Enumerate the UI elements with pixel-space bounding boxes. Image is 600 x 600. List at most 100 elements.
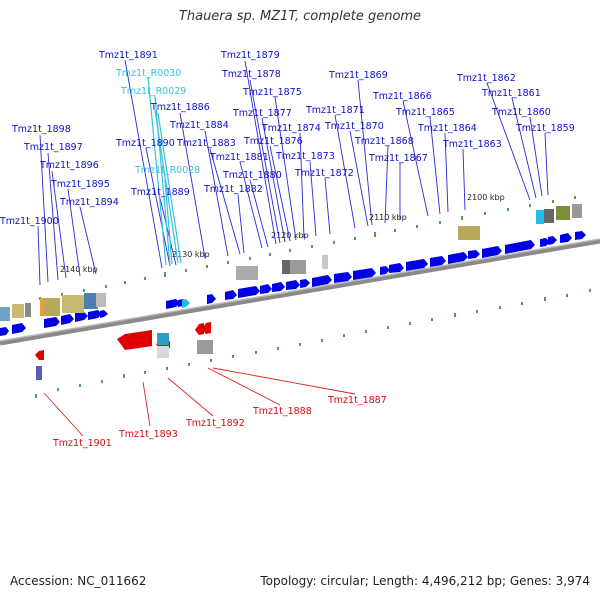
map-title: Thauera sp. MZ1T, complete genome [178,9,422,24]
inner-tick-row [35,289,591,398]
gene-label: Tmz1t_1860 [491,107,551,118]
forward-gene [272,282,285,292]
genome-backbone [0,238,600,346]
gene-label: Tmz1t_1890 [115,138,175,149]
reverse-feature-blocks [36,333,213,380]
forward-gene [61,314,74,325]
forward-gene [44,317,60,328]
gene-label: Tmz1t_1870 [324,121,384,132]
gene-label: Tmz1t_1867 [368,153,428,164]
scale-label-2110: 2110 kbp [369,213,407,222]
reverse-gene [195,323,204,335]
reverse-gene [117,330,152,350]
forward-gene [100,310,108,318]
gene-label: Tmz1t_1887 [327,395,387,406]
forward-labels: Tmz1t_1900 Tmz1t_1898 Tmz1t_1897 Tmz1t_1… [0,50,575,227]
forward-gene [75,312,88,322]
forward-gene [312,275,332,287]
forward-leader-lines [37,59,549,286]
scale-label-2130: 2130 kbp [172,250,210,259]
gene-label: Tmz1t_1900 [0,216,59,227]
forward-gene [448,252,468,264]
forward-gene [406,259,428,271]
gene-label: Tmz1t_1888 [252,406,312,417]
gene-label: Tmz1t_1891 [98,50,158,61]
forward-gene [482,246,502,258]
gene-label: Tmz1t_1875 [242,87,302,98]
gene-label: Tmz1t_1874 [261,123,321,134]
forward-gene [260,284,272,294]
forward-gene [166,299,180,309]
gene-label: Tmz1t_1878 [221,69,281,80]
reverse-genes [35,322,211,360]
forward-gene [389,263,404,273]
rna-label: Tmz1t_R0030 [115,68,181,79]
reverse-leader-lines [43,367,356,437]
gene-label: Tmz1t_1894 [59,197,119,208]
gene-label: Tmz1t_1898 [11,124,71,135]
rna-label: Tmz1t_R0029 [120,86,186,97]
gene-label: Tmz1t_1868 [354,136,414,147]
gene-label: Tmz1t_1869 [328,70,388,81]
gene-label: Tmz1t_1863 [442,139,502,150]
outer-tick-row [39,196,576,300]
gene-label: Tmz1t_1893 [118,429,178,440]
accession-text: Accession: NC_011662 [10,574,147,588]
forward-gene [353,268,376,280]
gene-label: Tmz1t_1879 [220,50,280,61]
forward-gene [88,310,102,320]
forward-gene [334,272,352,283]
gene-label: Tmz1t_1865 [395,107,455,118]
gene-label: Tmz1t_1872 [294,168,354,179]
forward-feature-blocks [0,204,582,321]
forward-gene [380,266,390,275]
forward-gene [540,238,550,247]
forward-gene [560,233,572,243]
forward-gene [300,279,310,288]
rna-labels: Tmz1t_R0030 Tmz1t_R0029 Tmz1t_R0028 [115,68,200,176]
reverse-gene [202,322,211,334]
gene-label: Tmz1t_1873 [275,151,335,162]
gene-label: Tmz1t_1861 [481,88,541,99]
gene-label: Tmz1t_1881 [209,152,269,163]
forward-gene [12,323,26,334]
gene-label: Tmz1t_1897 [23,142,83,153]
rna-label: Tmz1t_R0028 [134,165,200,176]
forward-genes [0,231,586,336]
gene-label: Tmz1t_1871 [305,105,365,116]
scale-label-2100: 2100 kbp [467,193,505,202]
forward-gene [548,236,557,245]
gene-label: Tmz1t_1866 [372,91,432,102]
gene-label: Tmz1t_1880 [222,170,282,181]
gene-label: Tmz1t_1889 [130,187,190,198]
gene-label: Tmz1t_1864 [417,123,477,134]
forward-gene [238,286,260,298]
forward-gene [225,290,237,300]
forward-gene [0,327,9,336]
rna-leader-lines [147,76,182,266]
gene-label: Tmz1t_1862 [456,73,516,84]
gene-label: Tmz1t_1859 [515,123,575,134]
reverse-gene [35,350,44,360]
gene-label: Tmz1t_1892 [185,418,245,429]
genome-backbone-shade [0,238,600,342]
forward-gene [430,256,446,267]
gene-label: Tmz1t_1896 [39,160,99,171]
forward-gene [207,294,216,304]
gene-label: Tmz1t_1877 [232,108,292,119]
genome-summary-text: Topology: circular; Length: 4,496,212 bp… [260,574,590,588]
gene-label: Tmz1t_1901 [52,438,112,449]
forward-gene [575,231,586,240]
gene-label: Tmz1t_1883 [176,138,236,149]
gene-label: Tmz1t_1876 [243,136,303,147]
gene-label: Tmz1t_1884 [169,120,229,131]
gene-label: Tmz1t_1886 [150,102,210,113]
forward-gene [505,240,535,254]
forward-gene [468,250,480,259]
forward-gene [286,280,300,290]
gene-label: Tmz1t_1882 [203,184,263,195]
reverse-labels: Tmz1t_1901 Tmz1t_1893 Tmz1t_1892 Tmz1t_1… [52,395,387,449]
scale-label-2120: 2120 kbp [271,231,309,240]
gene-label: Tmz1t_1895 [50,179,110,190]
